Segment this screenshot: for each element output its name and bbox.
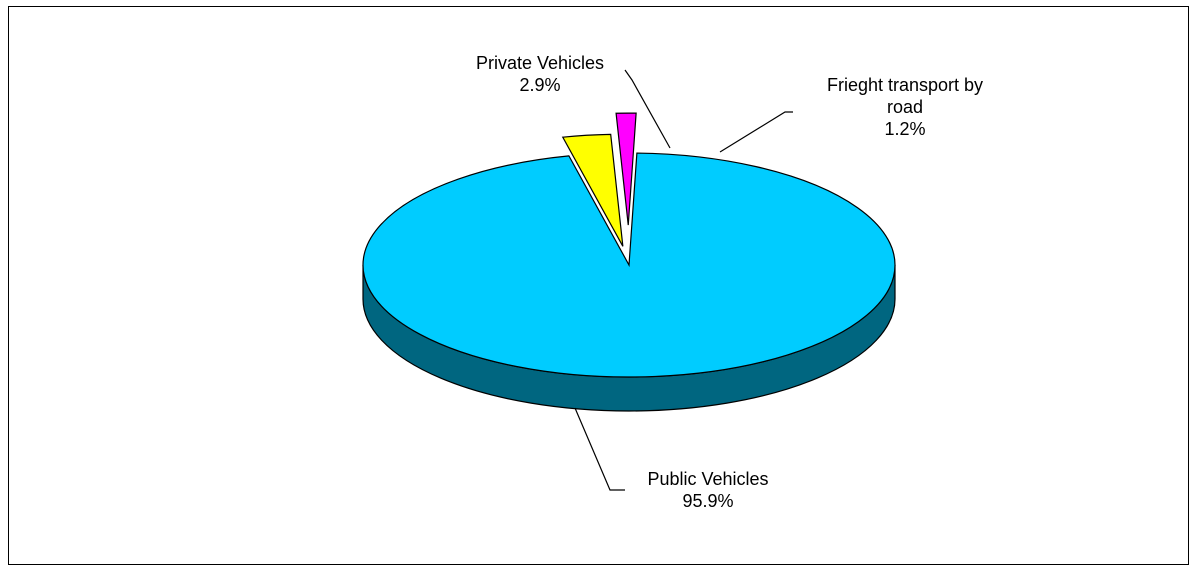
slice-top bbox=[362, 152, 896, 378]
label-public-value: 95.9% bbox=[682, 491, 734, 511]
slice-top bbox=[615, 112, 637, 226]
label-public-vehicles: Public Vehicles 95.9% bbox=[608, 468, 808, 512]
slice-top bbox=[561, 133, 624, 247]
leader-line-freight bbox=[719, 111, 793, 153]
label-private-name: Private Vehicles bbox=[475, 53, 605, 73]
label-freight-transport: Frieght transport by road 1.2% bbox=[785, 74, 1025, 140]
label-freight-name-line1: Frieght transport by bbox=[826, 75, 984, 95]
leader-line-private bbox=[624, 69, 671, 149]
label-public-name: Public Vehicles bbox=[647, 469, 769, 489]
slice-private-vehicles bbox=[561, 133, 624, 247]
slice-public-vehicles bbox=[362, 152, 896, 412]
label-freight-name-line2: road bbox=[886, 97, 924, 117]
label-freight-value: 1.2% bbox=[884, 119, 926, 139]
label-private-value: 2.9% bbox=[519, 75, 561, 95]
slice-frieght-transport-by-road bbox=[615, 112, 637, 226]
label-private-vehicles: Private Vehicles 2.9% bbox=[440, 52, 640, 96]
leader-line-public bbox=[574, 407, 625, 491]
